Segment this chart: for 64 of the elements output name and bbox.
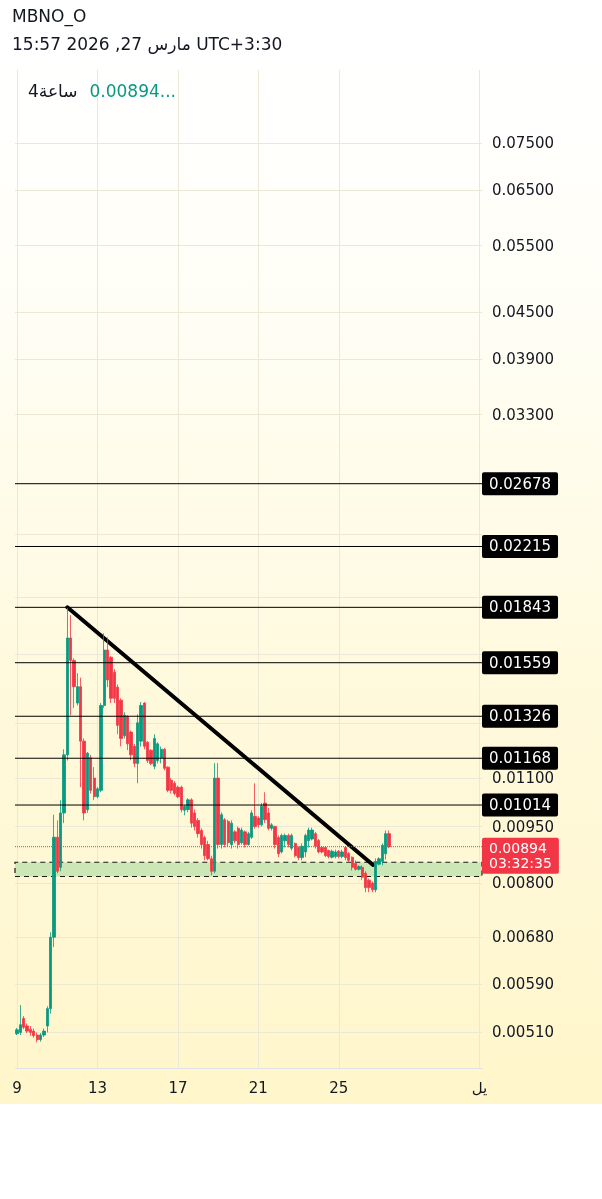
y-tick-label: 0.05500 xyxy=(492,236,555,255)
y-tick-label: 0.06500 xyxy=(492,181,555,200)
candlestick xyxy=(153,733,156,770)
candlestick xyxy=(76,672,79,706)
ref-line-label: 0.01326 xyxy=(489,707,552,726)
y-tick-label: 0.04500 xyxy=(492,302,555,321)
candlestick xyxy=(351,856,354,871)
candlestick xyxy=(290,833,293,851)
candlestick xyxy=(327,849,330,859)
y-tick-label: 0.00680 xyxy=(492,928,555,947)
candlestick xyxy=(374,857,377,893)
text: 4ساعة xyxy=(28,81,78,101)
ref-line-label: 0.01168 xyxy=(489,749,552,768)
x-tick-label: 13 xyxy=(87,1078,108,1097)
text: 15:57 2026 ,27 مارس UTC+3:30 xyxy=(12,34,283,54)
x-tick-label: يل xyxy=(471,1078,488,1097)
y-tick-label: 0.00510 xyxy=(492,1023,555,1042)
candlestick xyxy=(19,1004,22,1036)
ref-line-label: 0.01843 xyxy=(489,598,552,617)
x-tick-label: 17 xyxy=(168,1078,188,1097)
candlestick xyxy=(337,849,340,859)
y-tick-label: 0.00950 xyxy=(492,817,555,836)
candlestick xyxy=(357,864,361,871)
x-tick-label: 9 xyxy=(12,1078,22,1097)
y-tick-label: 0.00590 xyxy=(492,975,555,994)
candlestick xyxy=(371,881,374,893)
candlestick xyxy=(160,746,163,764)
y-tick-label: 0.01100 xyxy=(492,769,555,788)
candlestick xyxy=(29,1025,32,1037)
ref-line-label: 0.01559 xyxy=(489,653,552,672)
candlestick xyxy=(240,827,243,845)
candlestick xyxy=(213,762,216,874)
candlestick xyxy=(173,780,176,796)
candlestick xyxy=(340,849,344,859)
ref-line-label: 0.00894 03:32:35 xyxy=(489,840,552,872)
candlestick xyxy=(230,819,233,849)
y-tick-label: 0.07500 xyxy=(492,133,555,152)
candlestick xyxy=(260,802,263,827)
candlestick xyxy=(220,811,223,849)
candlestick xyxy=(354,859,357,871)
candlestick xyxy=(22,1015,25,1030)
annotation: 0.00894... xyxy=(89,81,177,101)
ref-line-label: 0.01014 xyxy=(489,796,552,815)
candlestick xyxy=(334,849,337,859)
x-tick-label: 25 xyxy=(329,1078,349,1097)
candlestick xyxy=(69,614,72,716)
x-tick-label: 21 xyxy=(248,1078,268,1097)
y-tick-label: 0.03900 xyxy=(492,350,555,369)
candlestick xyxy=(39,1032,42,1043)
ref-line-label: 0.02215 xyxy=(489,537,552,556)
text: MBNO_O xyxy=(12,6,87,26)
candlestick xyxy=(253,782,257,830)
y-tick-label: 0.00800 xyxy=(492,874,555,893)
candlestick xyxy=(180,785,183,813)
candlestick xyxy=(32,1028,35,1039)
candlestick xyxy=(270,822,273,831)
y-tick-label: 0.03300 xyxy=(492,405,555,424)
ref-line-label: 0.02678 xyxy=(489,474,552,493)
candlestick xyxy=(280,833,283,854)
candlestick xyxy=(330,849,334,859)
candlestick xyxy=(190,797,193,829)
candlestick xyxy=(36,1032,39,1043)
candlestick xyxy=(123,711,126,739)
candlestick xyxy=(86,751,89,814)
